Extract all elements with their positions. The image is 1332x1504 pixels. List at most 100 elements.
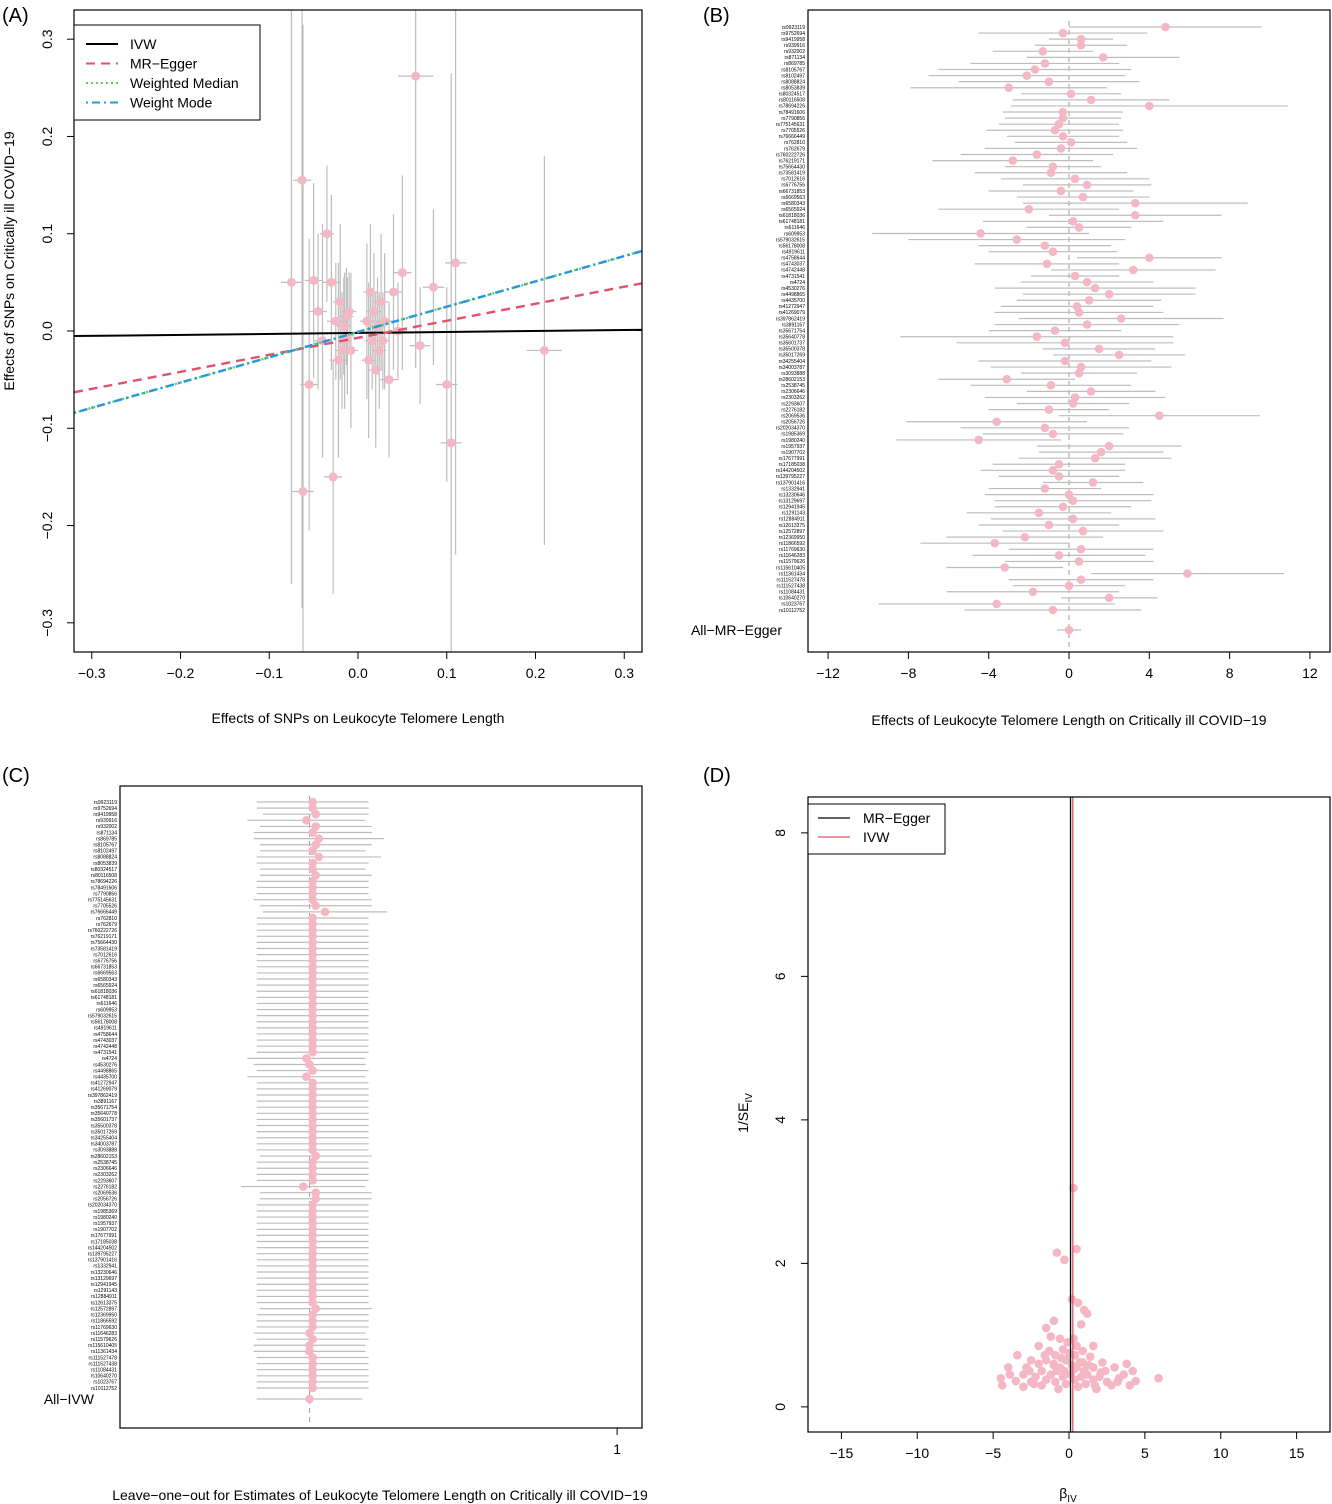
b-estimate-20 (1056, 144, 1066, 153)
d-point-61 (1037, 1381, 1046, 1390)
b-estimate-79 (1058, 502, 1068, 512)
d-point-66 (1073, 1382, 1083, 1392)
a-x-tick-label-0: −0.3 (78, 665, 106, 681)
panel-b: rs9923119rs9752694rs9419958rs939916rs932… (691, 5, 1331, 728)
c-estimate-28 (308, 968, 317, 978)
c-x-tick-label-0: 1 (613, 1441, 621, 1457)
c-x-axis-label: Leave−one−out for Estimates of Leukocyte… (112, 1487, 648, 1503)
c-snp-label-91: rs111527478 (89, 1355, 118, 1361)
b-snp-label-17: rs7705526 (781, 128, 805, 134)
c-estimate-89 (305, 1340, 314, 1350)
b-snp-label-19: rs762810 (784, 140, 805, 146)
c-snp-label-2: rs9419958 (93, 812, 117, 818)
c-estimate-53 (308, 1121, 317, 1130)
c-estimate-17 (311, 901, 321, 911)
c-snp-label-22: rs76219171 (91, 934, 118, 940)
b-estimate-54 (1114, 350, 1124, 360)
c-snp-label-0: rs9923119 (94, 800, 117, 806)
c-snp-label-31: rs61818036 (91, 989, 118, 995)
d-point-84 (1096, 1368, 1106, 1377)
c-estimate-44 (308, 1066, 317, 1075)
b-x-tick-label-5: 8 (1226, 665, 1234, 681)
b-estimate-1 (1058, 28, 1068, 38)
c-estimate-23 (308, 938, 317, 947)
b-estimate-92 (1064, 581, 1074, 591)
b-snp-label-14: rs78491606 (779, 110, 806, 116)
d-point-65 (1019, 1382, 1028, 1392)
a-point-9 (328, 472, 338, 482)
b-estimate-84 (1020, 532, 1030, 542)
b-estimate-95 (992, 599, 1002, 609)
c-snp-label-82: rs12613375 (91, 1300, 118, 1306)
c-snp-label-60: rs2306646 (93, 1166, 117, 1172)
c-estimate-84 (308, 1310, 317, 1320)
d-point-64 (1125, 1381, 1134, 1390)
c-snp-label-4: rs932002 (96, 824, 117, 830)
c-estimate-66 (308, 1200, 317, 1210)
c-estimate-95 (308, 1377, 317, 1387)
c-frame (119, 785, 643, 1429)
c-estimate-13 (308, 877, 317, 886)
b-estimate-26 (1082, 180, 1092, 190)
b-estimate-55 (1060, 356, 1070, 366)
d-point-83 (1069, 1365, 1078, 1374)
b-snp-label-90: rs11361434 (779, 571, 805, 577)
a-point-22 (365, 287, 375, 297)
b-snp-label-1: rs9752694 (781, 31, 805, 37)
b-snp-label-50: rs35671754 (779, 328, 806, 334)
c-snp-label-55: rs34255404 (91, 1136, 118, 1142)
c-snp-label-20: rs762679 (96, 922, 117, 928)
c-snp-label-13: rs78694226 (91, 879, 118, 885)
c-snp-label-8: rs8102497 (93, 849, 117, 855)
b-snp-label-28: rs6669563 (781, 195, 805, 201)
b-estimate-43 (1090, 283, 1100, 293)
c-snp-label-53: rs35500378 (91, 1123, 118, 1129)
d-x-tick-label-0: −15 (830, 1445, 854, 1461)
c-snp-label-48: rs397862419 (88, 1093, 117, 1099)
a-point-41 (539, 345, 549, 355)
b-snp-label-34: rs609953 (784, 231, 805, 237)
d-point-72 (1072, 1341, 1081, 1351)
c-estimate-26 (308, 956, 317, 966)
c-snp-label-10: rs8053839 (93, 861, 117, 867)
c-snp-label-65: rs2056726 (93, 1197, 117, 1203)
c-snp-label-49: rs3891167 (94, 1099, 117, 1105)
c-estimate-74 (308, 1249, 317, 1259)
b-snp-label-71: rs17677991 (779, 456, 806, 462)
c-snp-label-81: rs12884911 (91, 1294, 117, 1300)
b-estimate-0 (1161, 22, 1170, 32)
b-estimate-63 (1044, 405, 1054, 414)
b-snp-label-64: rs2069536 (781, 413, 805, 419)
d-point-79 (1078, 1358, 1087, 1367)
c-estimate-15 (308, 889, 317, 898)
c-estimate-61 (308, 1170, 317, 1179)
b-estimate-36 (1040, 241, 1050, 250)
c-snp-label-87: rs11646283 (91, 1331, 117, 1337)
c-estimate-3 (302, 816, 311, 825)
b-snp-label-0: rs9923119 (782, 25, 805, 31)
b-snp-label-74: rs139795227 (776, 474, 805, 480)
panel-d: −15 −10 −5 0 5 10 1502468βIV1/SEIV(D)MR−EggerI… (703, 765, 1331, 1504)
c-estimate-64 (311, 1188, 321, 1197)
b-snp-label-55: rs34255404 (779, 359, 806, 365)
b-estimate-66 (1040, 423, 1050, 433)
b-snp-label-91: rs111527478 (777, 577, 806, 583)
b-estimate-33 (1074, 223, 1084, 232)
d-point-50 (1041, 1375, 1051, 1384)
c-snp-label-73: rs144204502 (88, 1245, 117, 1251)
c-snp-label-34: rs609953 (96, 1007, 117, 1013)
c-snp-label-25: rs7012616 (93, 952, 117, 958)
b-estimate-76 (1040, 484, 1050, 493)
c-estimate-78 (308, 1273, 317, 1283)
c-estimate-45 (302, 1072, 311, 1081)
d-point-18 (1013, 1350, 1022, 1360)
b-snp-label-78: rs13129697 (779, 498, 806, 504)
d-point-82 (1060, 1366, 1069, 1376)
b-snp-label-26: rs6776756 (781, 183, 805, 189)
c-snp-label-11: rs80324517 (91, 867, 118, 873)
panel-c: rs9923119rs9752694rs9419958rs939916rs932… (2, 765, 648, 1503)
c-snp-label-90: rs11361434 (91, 1349, 117, 1355)
d-point-69 (1085, 1352, 1095, 1361)
b-snp-label-25: rs7012616 (781, 177, 805, 183)
b-snp-label-29: rs6580343 (781, 201, 805, 207)
